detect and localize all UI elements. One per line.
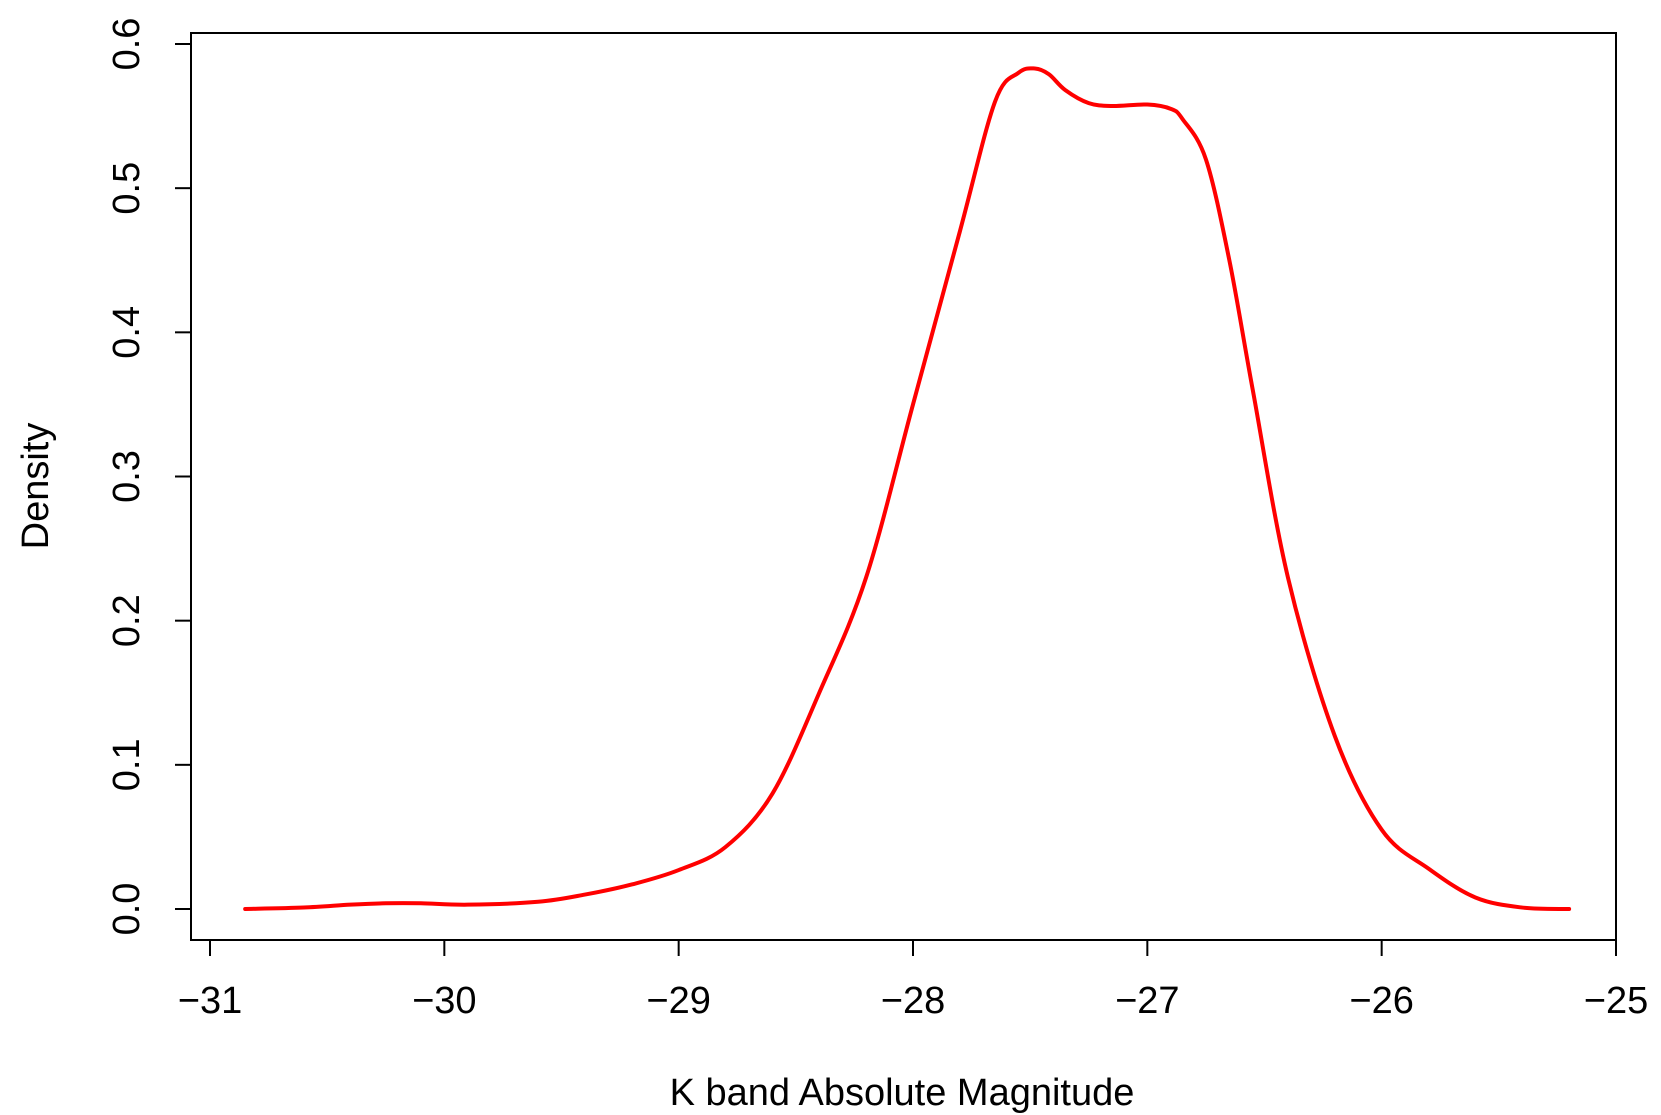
y-tick-label: 0.3 (106, 450, 148, 503)
density-curve (243, 66, 1572, 911)
y-tick-label: 0.0 (106, 883, 148, 936)
series-layer (243, 66, 1572, 911)
y-tick-label: 0.4 (106, 306, 148, 359)
x-tick-label: −28 (881, 980, 945, 1022)
x-axis: −31 −30 −29 −28 −27 −26 −25 (178, 939, 1648, 1022)
x-tick-label: −30 (412, 980, 476, 1022)
x-tick-label: −29 (646, 980, 710, 1022)
y-tick-label: 0.2 (106, 594, 148, 647)
y-tick-label: 0.5 (106, 162, 148, 215)
x-tick-label: −27 (1115, 980, 1179, 1022)
x-axis-title: K band Absolute Magnitude (670, 1072, 1135, 1114)
y-axis-title: Density (15, 423, 57, 550)
plot-frame (190, 32, 1617, 941)
x-tick-label: −25 (1584, 980, 1648, 1022)
x-tick-label: −26 (1349, 980, 1413, 1022)
x-tick-label: −31 (178, 980, 242, 1022)
y-tick-label: 0.6 (106, 18, 148, 71)
y-tick-label: 0.1 (106, 738, 148, 791)
y-axis: 0.0 0.1 0.2 0.3 0.4 0.5 0.6 (106, 18, 192, 936)
